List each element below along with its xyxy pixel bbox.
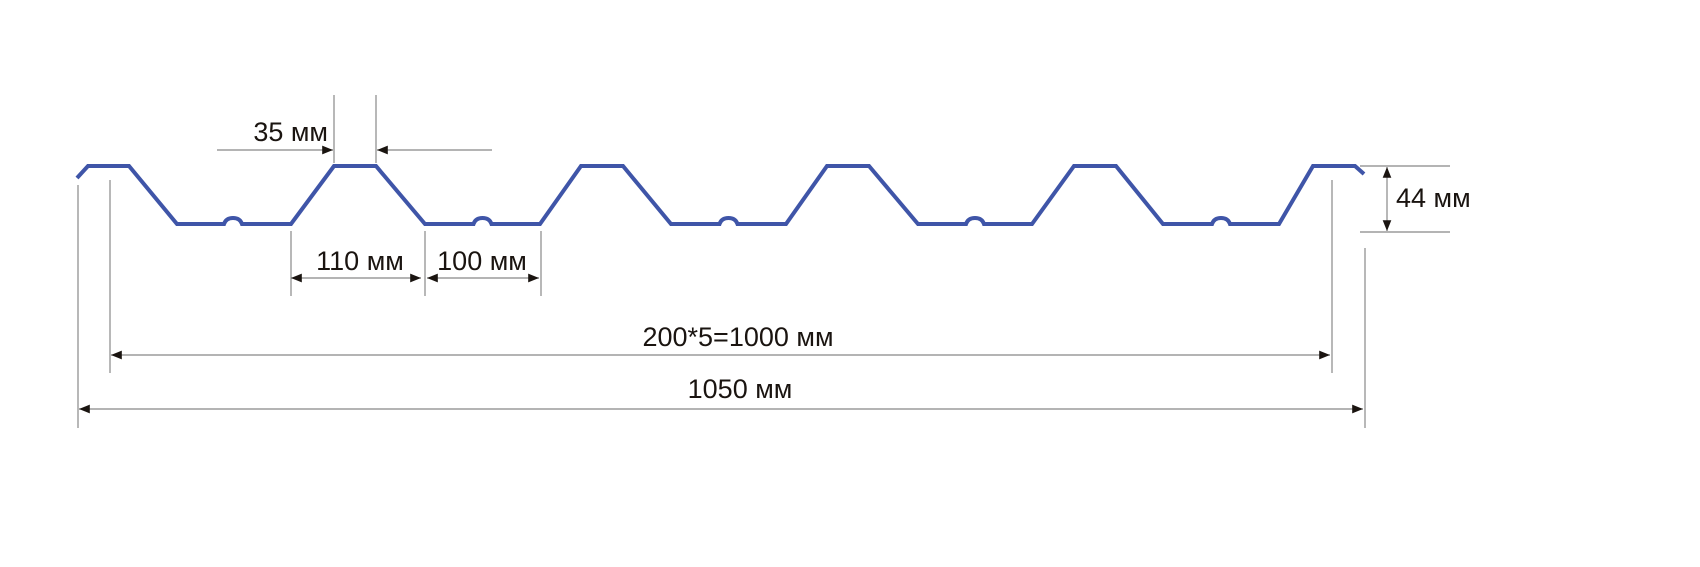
height-dimension: 44 мм [1360, 165, 1471, 233]
crest-width-dimension: 35 мм [217, 95, 492, 163]
overall-width-label: 1050 мм [688, 374, 793, 404]
overall-width-dimension: 1050 мм [77, 185, 1366, 428]
trough-width-label: 100 мм [437, 246, 527, 276]
slope-span-label: 110 мм [316, 246, 404, 276]
sheet-profile [75, 164, 1366, 226]
pitch-total-dimension: 200*5=1000 мм [109, 180, 1333, 373]
height-label: 44 мм [1396, 183, 1471, 213]
crest-width-label: 35 мм [253, 117, 328, 147]
slope-trough-dimension: 110 мм 100 мм [290, 231, 542, 296]
pitch-total-label: 200*5=1000 мм [642, 322, 833, 352]
